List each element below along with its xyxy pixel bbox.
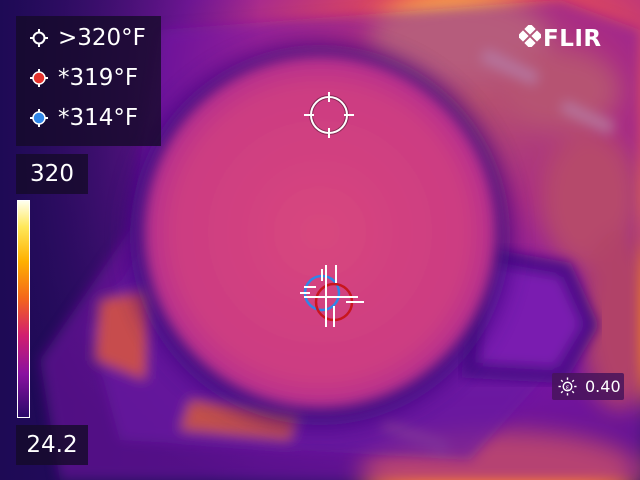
brand-logo: FLIR xyxy=(519,24,619,56)
spot-marker-center xyxy=(304,265,358,327)
flir-logo-icon xyxy=(519,25,541,47)
spot-readout-hot: >320°F xyxy=(16,18,161,58)
spot-temperature-hot: >320°F xyxy=(58,25,146,51)
crosshair-white-icon xyxy=(30,29,48,47)
temperature-colorbar xyxy=(17,200,30,418)
measurement-panel: >320°F *319°F *314°F xyxy=(16,16,161,146)
crosshair-red-icon xyxy=(30,69,48,87)
spot-marker-cold xyxy=(300,269,341,312)
spot-readout-cold: *314°F xyxy=(16,98,161,138)
brand-logo-text: FLIR xyxy=(543,26,602,52)
emissivity-icon: ε xyxy=(558,377,577,396)
spot-temperature-cold: *314°F xyxy=(58,105,139,131)
scale-max-label: 320 xyxy=(16,154,88,194)
emissivity-value: 0.40 xyxy=(585,377,621,396)
spot-readout-mid: *319°F xyxy=(16,58,161,98)
scale-min-label: 24.2 xyxy=(16,425,88,465)
emissivity-indicator: ε 0.40 xyxy=(552,373,624,400)
svg-text:ε: ε xyxy=(566,383,570,391)
spot-marker-hot[interactable] xyxy=(304,92,354,138)
spot-temperature-mid: *319°F xyxy=(58,65,139,91)
spot-marker-mid xyxy=(314,282,364,327)
spot-marker-cluster[interactable] xyxy=(296,263,366,329)
crosshair-blue-icon xyxy=(30,109,48,127)
